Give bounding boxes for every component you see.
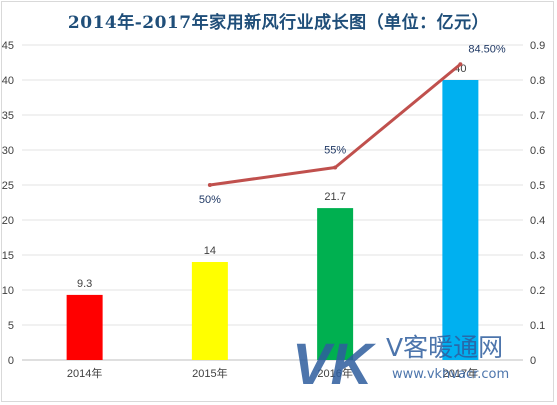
line-point-label: 55% <box>324 145 346 157</box>
line-point <box>458 62 463 67</box>
left-tick-label: 35 <box>2 110 14 122</box>
bar <box>442 80 479 360</box>
right-axis-ticks: 0 0.1 0.2 0.3 0.4 0.5 0.6 0.7 0.8 0.9 <box>530 40 545 367</box>
category-label: 2015年 <box>192 366 227 380</box>
growth-line-series: 50% 55% 84.50% <box>199 43 506 206</box>
right-tick-label: 0.1 <box>530 320 545 332</box>
left-tick-label: 30 <box>2 145 14 157</box>
bar-value-label: 21.7 <box>324 191 345 203</box>
right-tick-label: 0.8 <box>530 75 545 87</box>
bar <box>317 208 354 360</box>
right-tick-label: 0.3 <box>530 250 545 262</box>
bar-value-label: 14 <box>204 245 216 257</box>
right-tick-label: 0.9 <box>530 40 545 52</box>
category-label: 2017年 <box>443 366 478 380</box>
watermark-letters: VK <box>292 332 377 397</box>
left-tick-label: 25 <box>2 180 14 192</box>
line-point-label: 84.50% <box>468 43 506 55</box>
right-tick-label: 0.2 <box>530 285 545 297</box>
watermark-url: www.vkhvacr.com <box>392 367 509 382</box>
right-tick-label: 0.7 <box>530 110 545 122</box>
category-labels: 2014年 2015年 2016年 2017年 <box>67 366 478 380</box>
category-label: 2016年 <box>317 366 352 380</box>
watermark-logo: VK V客暖通网 www.vkhvacr.com <box>292 332 509 397</box>
bar <box>191 262 228 360</box>
line-point <box>207 183 212 187</box>
chart-title: 2014年-2017年家用新风行业成长图（单位：亿元） <box>67 13 490 33</box>
left-tick-label: 0 <box>8 355 14 367</box>
watermark-brand: V客暖通网 <box>386 333 503 362</box>
right-tick-label: 0 <box>530 355 536 367</box>
category-label: 2014年 <box>67 366 102 380</box>
bar-value-label: 9.3 <box>77 278 92 290</box>
line-point <box>333 165 338 170</box>
left-tick-label: 20 <box>2 215 14 227</box>
gridlines <box>22 44 523 361</box>
left-tick-label: 45 <box>2 40 14 52</box>
right-tick-label: 0.6 <box>530 145 545 157</box>
left-tick-label: 15 <box>2 250 14 262</box>
bar <box>66 294 103 360</box>
left-tick-label: 5 <box>8 320 14 332</box>
left-tick-label: 40 <box>2 75 14 87</box>
right-tick-label: 0.4 <box>530 215 545 227</box>
line-point-label: 50% <box>199 194 221 206</box>
bar-series <box>66 80 479 360</box>
left-axis-ticks: 0 5 10 15 20 25 30 35 40 45 <box>2 40 14 367</box>
left-tick-label: 10 <box>2 285 14 297</box>
right-tick-label: 0.5 <box>530 180 545 192</box>
